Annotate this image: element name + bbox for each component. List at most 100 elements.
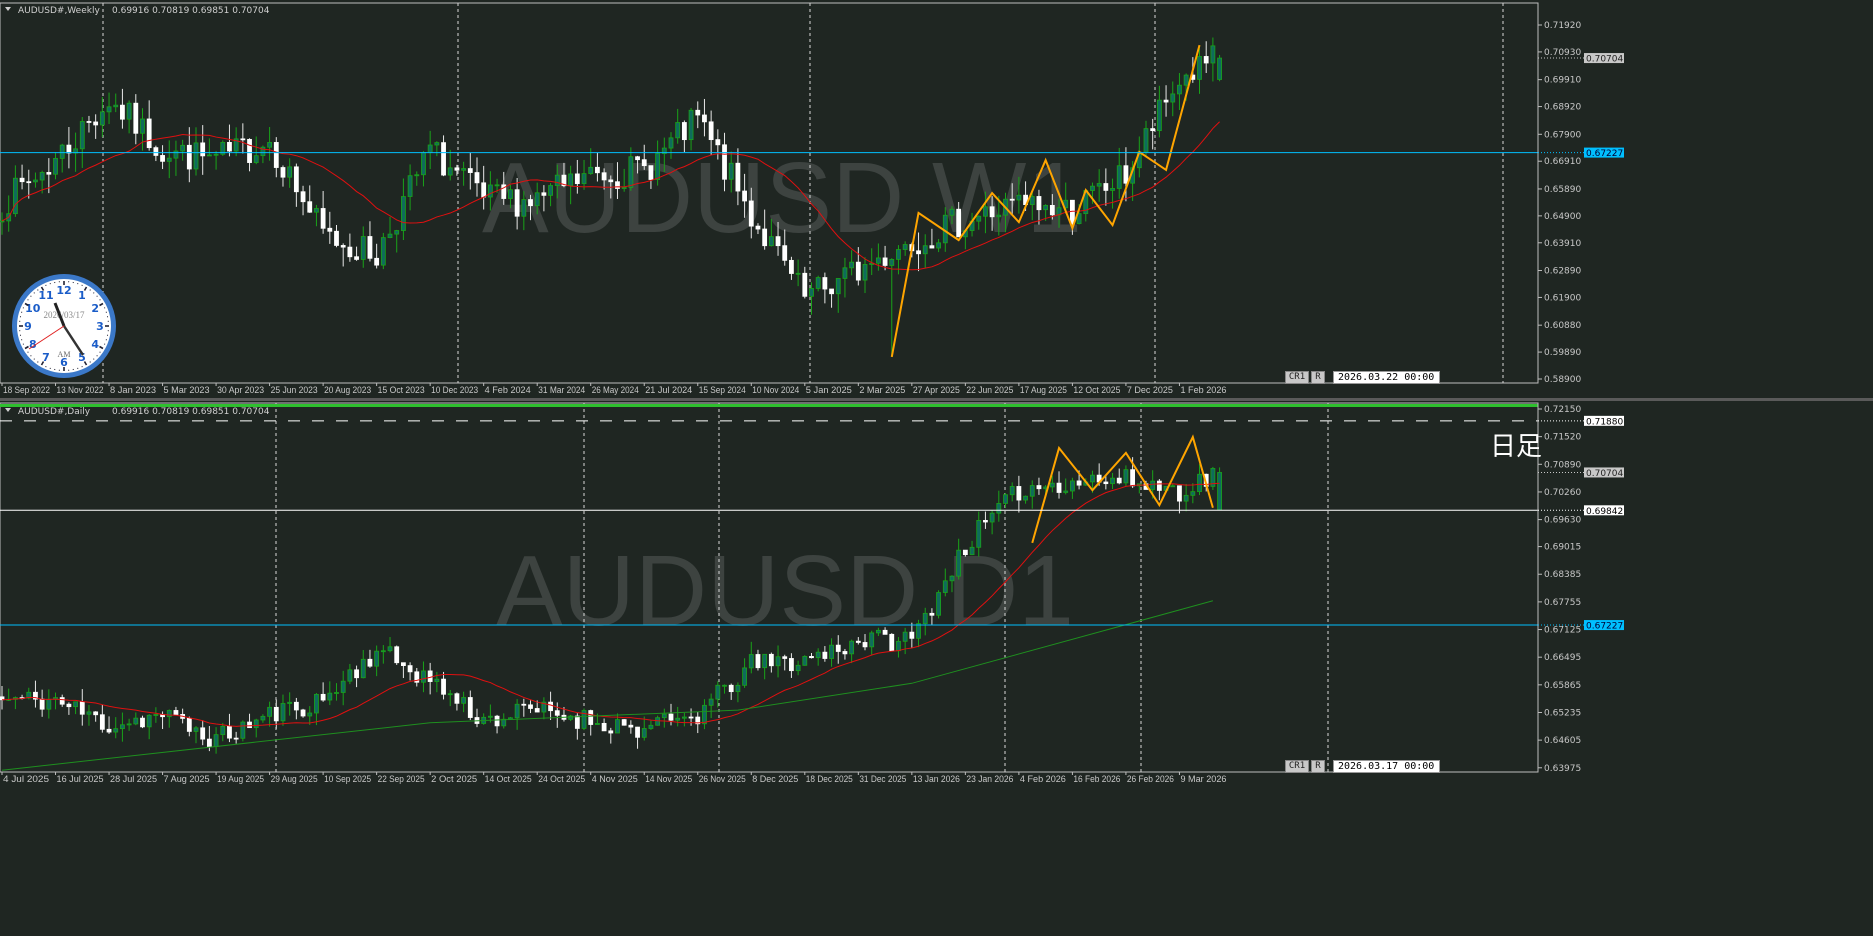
y-tick-label: 0.64605 <box>1544 736 1581 746</box>
x-tick-label: 20 Aug 2023 <box>324 385 371 396</box>
bear-candle <box>367 658 373 667</box>
bear-candle <box>628 724 634 728</box>
bull-candle <box>809 288 814 297</box>
bull-candle <box>12 177 18 215</box>
bull-candle <box>661 713 667 719</box>
collapse-triangle-icon[interactable] <box>5 7 11 11</box>
clock-number: 5 <box>78 351 86 364</box>
bear-candle <box>755 654 761 669</box>
clock-tick <box>40 361 45 366</box>
current-price-label: 0.70704 <box>1586 469 1623 479</box>
bear-candle <box>608 730 614 734</box>
bear-candle <box>59 697 65 705</box>
pane-splitter[interactable] <box>0 398 1873 401</box>
y-tick-label: 0.65235 <box>1544 708 1581 718</box>
y-tick-label: 0.68920 <box>1544 103 1581 113</box>
bear-candle <box>300 191 306 203</box>
bear-candle <box>340 245 346 248</box>
bull-candle <box>581 710 587 729</box>
x-tick-label: 31 Mar 2024 <box>538 385 585 396</box>
timeframe-label: 日足 <box>1490 432 1543 462</box>
bear-candle <box>133 102 139 134</box>
x-tick-label: 22 Sep 2025 <box>378 774 425 785</box>
x-tick-label: 13 Nov 2022 <box>57 385 104 396</box>
bull-candle <box>996 503 1002 514</box>
zigzag-line <box>1031 434 1214 544</box>
bear-candle <box>561 174 567 187</box>
bear-candle <box>768 653 774 667</box>
cursor-date-field[interactable]: 2026.03.22 00:00 <box>1333 371 1440 384</box>
bear-candle <box>755 225 761 230</box>
white-line-price-label-bg <box>1584 505 1624 516</box>
bear-candle <box>822 651 828 659</box>
bear-candle <box>66 144 72 154</box>
r-button[interactable]: R <box>1311 371 1325 384</box>
bear-candle <box>621 719 627 726</box>
bull-candle <box>949 208 955 216</box>
x-tick-label: 9 Mar 2026 <box>1180 774 1226 785</box>
bear-candle <box>601 172 607 181</box>
bull-candle <box>53 157 58 175</box>
bull-candle <box>280 703 286 722</box>
cr1-button[interactable]: CR1 <box>1285 371 1309 384</box>
bull-candle <box>735 684 741 693</box>
bull-candle <box>902 244 908 250</box>
bear-candle <box>307 201 313 213</box>
daily-pane[interactable]: AUDUSD D1 0.72150 0.71520 0.70890 0.70260 0.6… <box>0 402 1624 785</box>
bull-candle <box>956 549 962 577</box>
bull-candle <box>447 167 453 176</box>
bear-candle <box>802 272 808 297</box>
second-hand <box>28 325 65 350</box>
bear-candle <box>521 703 527 706</box>
bear-candle <box>293 701 299 711</box>
bear-candle <box>882 629 888 635</box>
bear-candle <box>320 693 326 701</box>
bull-candle <box>461 697 467 704</box>
bull-candle <box>447 693 453 696</box>
bull-candle <box>233 138 239 152</box>
bear-candle <box>829 288 834 295</box>
y-tick-label: 0.70890 <box>1544 460 1581 470</box>
bear-candle <box>548 701 553 712</box>
bull-candle <box>334 692 339 694</box>
bull-candle <box>742 667 747 686</box>
bull-candle <box>655 717 661 726</box>
bull-candle <box>380 237 386 266</box>
bear-candle <box>354 256 359 260</box>
bull-candle <box>1197 473 1202 493</box>
white-line-price-label: 0.69842 <box>1586 507 1623 517</box>
clock-tick <box>24 345 29 350</box>
bear-candle <box>789 259 794 274</box>
bull-candle <box>922 245 928 255</box>
x-tick-label: 5 Jan 2025 <box>806 385 852 396</box>
weekly-pane[interactable]: AUDUSD W1 0.71920 0.70930 0.69910 0.68920 0.6… <box>0 2 1624 396</box>
bear-candle <box>400 662 406 667</box>
bull-candle <box>400 196 406 231</box>
bear-candle <box>320 208 326 229</box>
bull-candle <box>220 725 226 736</box>
r-button[interactable]: R <box>1311 760 1325 773</box>
watermark: AUDUSD W1 <box>482 142 1082 254</box>
bull-candle <box>287 701 293 704</box>
collapse-triangle-icon[interactable] <box>5 408 11 412</box>
clock-tick <box>37 289 39 291</box>
x-tick-label: 2 Mar 2025 <box>859 385 905 396</box>
bull-candle <box>1197 56 1202 80</box>
bull-candle <box>842 267 848 279</box>
cursor-date-field[interactable]: 2026.03.17 00:00 <box>1333 760 1440 773</box>
bull-candle <box>260 146 266 157</box>
bear-candle <box>528 704 533 709</box>
bull-candle <box>387 233 393 238</box>
x-tick-label: 18 Dec 2025 <box>806 774 853 785</box>
bull-candle <box>715 684 721 700</box>
bear-candle <box>1103 183 1109 191</box>
x-tick-label: 15 Sep 2024 <box>699 385 746 396</box>
bear-candle <box>1130 469 1136 487</box>
bull-candle <box>153 714 159 716</box>
x-tick-label: 31 Dec 2025 <box>859 774 906 785</box>
cr1-button[interactable]: CR1 <box>1285 760 1309 773</box>
bull-candle <box>1063 490 1069 493</box>
bear-candle <box>394 646 400 664</box>
x-tick-label: 13 Jan 2026 <box>913 774 960 785</box>
